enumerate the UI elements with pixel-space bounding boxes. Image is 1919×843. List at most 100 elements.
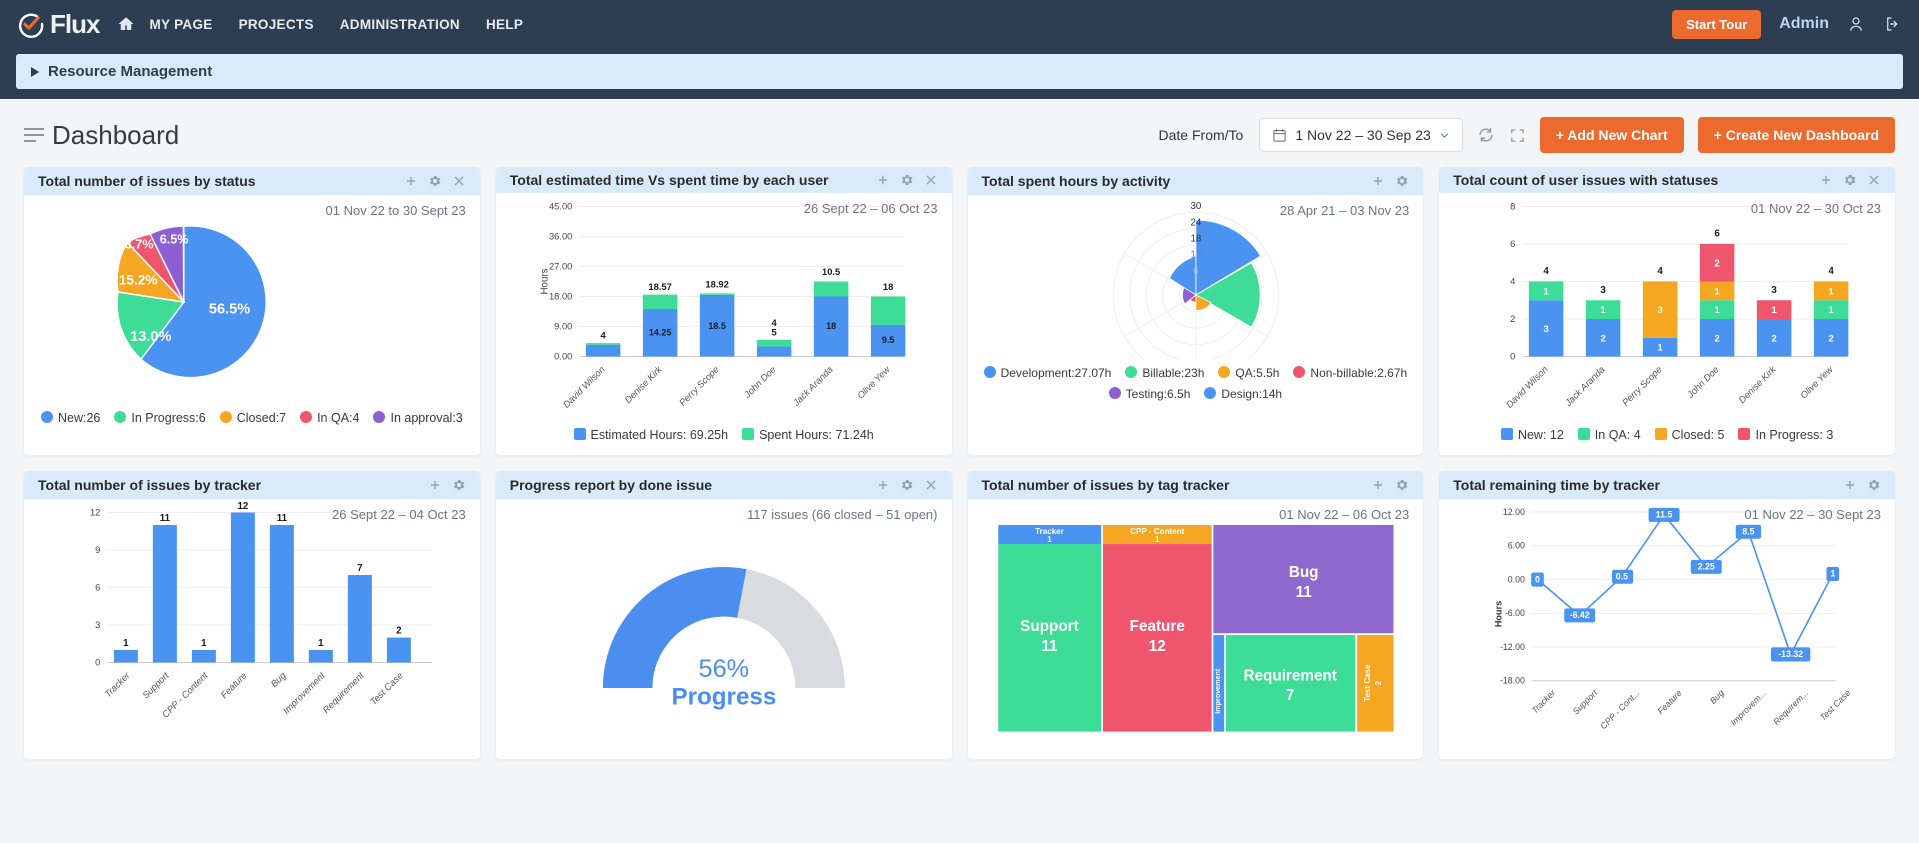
svg-text:18.57: 18.57 [648, 282, 671, 292]
svg-text:1: 1 [1047, 535, 1052, 544]
svg-text:12: 12 [90, 508, 100, 518]
svg-text:CPP - Cont...: CPP - Cont... [1598, 688, 1641, 731]
svg-text:4: 4 [1829, 266, 1835, 277]
svg-text:Denise Kirk: Denise Kirk [1737, 363, 1779, 405]
svg-text:18: 18 [826, 321, 836, 331]
svg-text:Test Case: Test Case [368, 670, 405, 707]
svg-text:9.5: 9.5 [882, 335, 895, 345]
svg-text:9: 9 [95, 545, 100, 555]
svg-text:45.00: 45.00 [549, 202, 572, 212]
svg-text:0.00: 0.00 [1508, 574, 1525, 584]
svg-text:John Doe: John Doe [1685, 364, 1721, 400]
svg-text:4: 4 [1510, 277, 1515, 287]
svg-text:6.00: 6.00 [1508, 541, 1525, 551]
svg-text:Support: Support [1020, 618, 1079, 635]
svg-text:David Wilson: David Wilson [1504, 364, 1550, 410]
svg-text:4: 4 [771, 318, 777, 328]
svg-text:1: 1 [1831, 569, 1836, 579]
svg-text:3: 3 [1544, 324, 1549, 334]
svg-text:Feature: Feature [1656, 688, 1685, 717]
svg-text:David Wilson: David Wilson [561, 364, 607, 410]
svg-text:6: 6 [95, 583, 100, 593]
svg-text:Denise Kirk: Denise Kirk [623, 363, 665, 405]
svg-text:12: 12 [1190, 250, 1201, 261]
svg-text:6: 6 [1510, 239, 1515, 249]
svg-text:0.5: 0.5 [1616, 572, 1628, 582]
svg-text:2: 2 [1772, 334, 1777, 344]
svg-text:Support: Support [1571, 687, 1600, 716]
svg-text:14.25: 14.25 [649, 328, 672, 338]
svg-text:2: 2 [1715, 259, 1721, 270]
svg-text:1: 1 [1829, 305, 1834, 315]
svg-text:4: 4 [1544, 266, 1550, 277]
svg-text:1: 1 [1715, 305, 1720, 315]
svg-text:Bug: Bug [1288, 564, 1318, 581]
svg-text:11: 11 [1041, 638, 1058, 655]
svg-text:2: 2 [1510, 314, 1515, 324]
svg-text:7: 7 [1285, 687, 1294, 704]
svg-text:2: 2 [396, 625, 402, 636]
svg-text:Feature: Feature [219, 670, 249, 700]
svg-text:1: 1 [1544, 286, 1549, 296]
svg-text:Hours: Hours [1494, 601, 1504, 627]
svg-text:Requirement: Requirement [1243, 667, 1336, 684]
svg-text:9.00: 9.00 [554, 322, 572, 332]
svg-text:10.5: 10.5 [822, 267, 840, 277]
svg-text:Improvement: Improvement [1214, 668, 1222, 714]
svg-text:1: 1 [1601, 305, 1606, 315]
svg-text:30: 30 [1190, 201, 1201, 212]
svg-text:18: 18 [883, 282, 893, 292]
svg-text:18: 18 [1190, 234, 1201, 245]
svg-text:0.00: 0.00 [554, 352, 572, 362]
svg-text:-12.00: -12.00 [1500, 642, 1525, 652]
svg-text:8.7%: 8.7% [125, 238, 154, 252]
svg-text:0: 0 [1510, 352, 1515, 362]
svg-text:Test Case: Test Case [1818, 688, 1853, 723]
svg-text:Requirem...: Requirem... [1771, 688, 1810, 727]
svg-text:24: 24 [1190, 217, 1201, 228]
svg-text:1: 1 [1772, 305, 1777, 315]
svg-text:2: 2 [1601, 334, 1606, 344]
svg-text:18.92: 18.92 [705, 280, 728, 290]
svg-text:1: 1 [318, 638, 324, 649]
svg-text:12.00: 12.00 [1503, 507, 1525, 517]
svg-text:-13.32: -13.32 [1778, 649, 1803, 659]
svg-text:-18.00: -18.00 [1500, 676, 1525, 686]
svg-text:Improvem...: Improvem... [1729, 688, 1769, 728]
svg-text:12: 12 [1148, 638, 1165, 655]
svg-text:Test Case: Test Case [1363, 664, 1372, 702]
svg-text:12: 12 [237, 501, 248, 512]
svg-text:Requirement: Requirement [321, 670, 366, 715]
svg-text:4: 4 [600, 331, 606, 341]
svg-text:11: 11 [1295, 584, 1312, 601]
svg-text:Support: Support [141, 670, 172, 701]
svg-text:1: 1 [1829, 286, 1834, 296]
svg-text:Feature: Feature [1129, 618, 1184, 635]
svg-text:7: 7 [357, 563, 362, 574]
svg-text:0: 0 [95, 658, 100, 668]
svg-text:Olive Yew: Olive Yew [855, 363, 892, 400]
svg-text:15.2%: 15.2% [119, 273, 158, 288]
svg-text:6: 6 [1193, 266, 1198, 277]
svg-text:John Doe: John Doe [741, 364, 777, 400]
svg-text:11.5: 11.5 [1656, 510, 1673, 520]
svg-text:-6.42: -6.42 [1570, 610, 1590, 620]
svg-text:Olive Yew: Olive Yew [1799, 363, 1836, 400]
svg-text:3: 3 [1772, 285, 1778, 296]
svg-text:13.0%: 13.0% [130, 329, 171, 345]
svg-text:3: 3 [1658, 305, 1663, 315]
svg-text:2: 2 [1715, 334, 1720, 344]
svg-text:Bug: Bug [1708, 688, 1726, 706]
svg-text:6: 6 [1715, 229, 1721, 240]
svg-text:Progress: Progress [671, 684, 776, 711]
svg-text:2.25: 2.25 [1698, 562, 1715, 572]
svg-text:56%: 56% [698, 655, 749, 683]
svg-text:11: 11 [277, 513, 288, 524]
svg-text:Perry Scope: Perry Scope [1621, 364, 1664, 407]
svg-text:Jack Aranda: Jack Aranda [1563, 364, 1607, 408]
svg-text:Perry Scope: Perry Scope [677, 364, 720, 407]
svg-text:2: 2 [1829, 334, 1834, 344]
svg-text:8.5: 8.5 [1743, 527, 1755, 537]
svg-text:Jack Aranda: Jack Aranda [790, 364, 834, 408]
svg-text:18.5: 18.5 [708, 321, 726, 331]
